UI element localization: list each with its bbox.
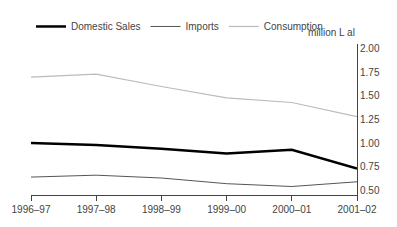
svg-text:1.25: 1.25 (360, 114, 380, 125)
svg-text:1.00: 1.00 (360, 138, 380, 149)
svg-text:2.00: 2.00 (360, 43, 380, 54)
svg-text:1998–99: 1998–99 (142, 204, 181, 215)
svg-text:1.75: 1.75 (360, 67, 380, 78)
svg-text:1.50: 1.50 (360, 90, 380, 101)
svg-text:2001–02: 2001–02 (338, 204, 377, 215)
svg-text:1997–98: 1997–98 (77, 204, 116, 215)
svg-text:1996–97: 1996–97 (12, 204, 51, 215)
svg-text:1999–00: 1999–00 (207, 204, 246, 215)
svg-text:Domestic Sales: Domestic Sales (71, 21, 140, 32)
svg-text:0.50: 0.50 (360, 185, 380, 196)
svg-text:Consumption: Consumption (264, 21, 323, 32)
svg-text:million L al: million L al (308, 27, 355, 38)
svg-text:Imports: Imports (185, 21, 218, 32)
svg-text:2000–01: 2000–01 (272, 204, 311, 215)
svg-text:0.75: 0.75 (360, 161, 380, 172)
